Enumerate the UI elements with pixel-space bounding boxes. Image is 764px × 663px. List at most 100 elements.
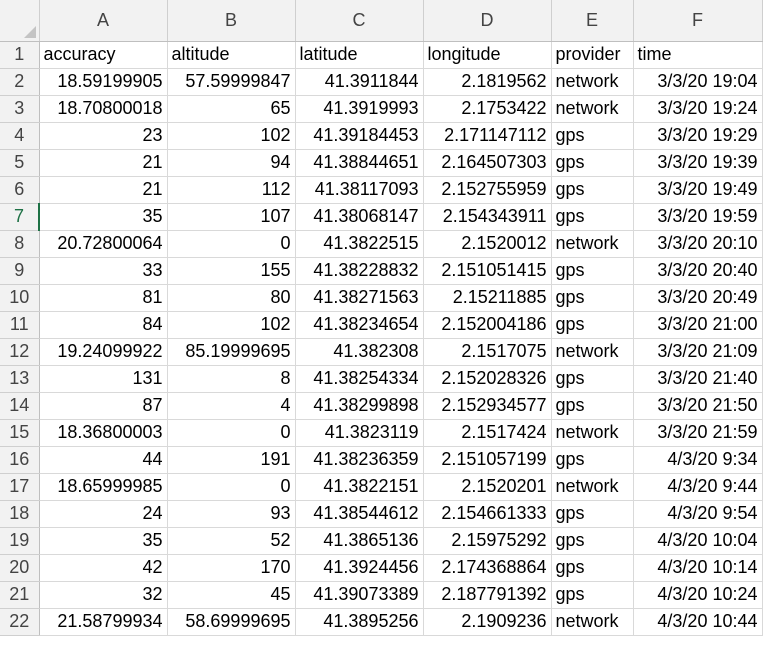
cell-f1[interactable]: time bbox=[633, 41, 763, 69]
cell-f8[interactable]: 3/3/20 20:10 bbox=[633, 230, 763, 258]
cell-a17[interactable]: 18.65999985 bbox=[39, 473, 168, 501]
cell-c2[interactable]: 41.3911844 bbox=[295, 68, 424, 96]
row-header-2[interactable]: 2 bbox=[0, 68, 40, 96]
cell-a1[interactable]: accuracy bbox=[39, 41, 168, 69]
cell-a22[interactable]: 21.58799934 bbox=[39, 608, 168, 636]
cell-d15[interactable]: 2.1517424 bbox=[423, 419, 552, 447]
select-all-corner[interactable] bbox=[0, 0, 40, 42]
cell-f11[interactable]: 3/3/20 21:00 bbox=[633, 311, 763, 339]
cell-f16[interactable]: 4/3/20 9:34 bbox=[633, 446, 763, 474]
cell-f9[interactable]: 3/3/20 20:40 bbox=[633, 257, 763, 285]
cell-d17[interactable]: 2.1520201 bbox=[423, 473, 552, 501]
cell-b13[interactable]: 8 bbox=[167, 365, 296, 393]
cell-b11[interactable]: 102 bbox=[167, 311, 296, 339]
cell-c5[interactable]: 41.38844651 bbox=[295, 149, 424, 177]
cell-a13[interactable]: 131 bbox=[39, 365, 168, 393]
cell-b1[interactable]: altitude bbox=[167, 41, 296, 69]
cell-f17[interactable]: 4/3/20 9:44 bbox=[633, 473, 763, 501]
cell-c6[interactable]: 41.38117093 bbox=[295, 176, 424, 204]
cell-a7[interactable]: 35 bbox=[39, 203, 168, 231]
row-header-15[interactable]: 15 bbox=[0, 419, 40, 447]
cell-e13[interactable]: gps bbox=[551, 365, 634, 393]
cell-a8[interactable]: 20.72800064 bbox=[39, 230, 168, 258]
cell-c7[interactable]: 41.38068147 bbox=[295, 203, 424, 231]
cell-f18[interactable]: 4/3/20 9:54 bbox=[633, 500, 763, 528]
cell-e7[interactable]: gps bbox=[551, 203, 634, 231]
cell-c19[interactable]: 41.3865136 bbox=[295, 527, 424, 555]
cell-a3[interactable]: 18.70800018 bbox=[39, 95, 168, 123]
column-header-c[interactable]: C bbox=[295, 0, 424, 42]
cell-c16[interactable]: 41.38236359 bbox=[295, 446, 424, 474]
cell-b16[interactable]: 191 bbox=[167, 446, 296, 474]
cell-d22[interactable]: 2.1909236 bbox=[423, 608, 552, 636]
cell-f5[interactable]: 3/3/20 19:39 bbox=[633, 149, 763, 177]
cell-a12[interactable]: 19.24099922 bbox=[39, 338, 168, 366]
cell-d19[interactable]: 2.15975292 bbox=[423, 527, 552, 555]
cell-a2[interactable]: 18.59199905 bbox=[39, 68, 168, 96]
cell-b8[interactable]: 0 bbox=[167, 230, 296, 258]
row-header-6[interactable]: 6 bbox=[0, 176, 40, 204]
cell-b17[interactable]: 0 bbox=[167, 473, 296, 501]
cell-e4[interactable]: gps bbox=[551, 122, 634, 150]
row-header-13[interactable]: 13 bbox=[0, 365, 40, 393]
cell-e12[interactable]: network bbox=[551, 338, 634, 366]
cell-a6[interactable]: 21 bbox=[39, 176, 168, 204]
cell-e5[interactable]: gps bbox=[551, 149, 634, 177]
cell-e15[interactable]: network bbox=[551, 419, 634, 447]
cell-d16[interactable]: 2.151057199 bbox=[423, 446, 552, 474]
cell-b12[interactable]: 85.19999695 bbox=[167, 338, 296, 366]
cell-a15[interactable]: 18.36800003 bbox=[39, 419, 168, 447]
cell-d1[interactable]: longitude bbox=[423, 41, 552, 69]
cell-c11[interactable]: 41.38234654 bbox=[295, 311, 424, 339]
row-header-21[interactable]: 21 bbox=[0, 581, 40, 609]
cell-d12[interactable]: 2.1517075 bbox=[423, 338, 552, 366]
cell-c4[interactable]: 41.39184453 bbox=[295, 122, 424, 150]
cell-c10[interactable]: 41.38271563 bbox=[295, 284, 424, 312]
cell-d20[interactable]: 2.174368864 bbox=[423, 554, 552, 582]
cell-d9[interactable]: 2.151051415 bbox=[423, 257, 552, 285]
row-header-10[interactable]: 10 bbox=[0, 284, 40, 312]
cell-f12[interactable]: 3/3/20 21:09 bbox=[633, 338, 763, 366]
cell-d6[interactable]: 2.152755959 bbox=[423, 176, 552, 204]
cell-a19[interactable]: 35 bbox=[39, 527, 168, 555]
cell-a9[interactable]: 33 bbox=[39, 257, 168, 285]
cell-a11[interactable]: 84 bbox=[39, 311, 168, 339]
cell-e8[interactable]: network bbox=[551, 230, 634, 258]
cell-c9[interactable]: 41.38228832 bbox=[295, 257, 424, 285]
cell-f3[interactable]: 3/3/20 19:24 bbox=[633, 95, 763, 123]
cell-d8[interactable]: 2.1520012 bbox=[423, 230, 552, 258]
cell-c8[interactable]: 41.3822515 bbox=[295, 230, 424, 258]
cell-e1[interactable]: provider bbox=[551, 41, 634, 69]
cell-d7[interactable]: 2.154343911 bbox=[423, 203, 552, 231]
cell-f10[interactable]: 3/3/20 20:49 bbox=[633, 284, 763, 312]
cell-b19[interactable]: 52 bbox=[167, 527, 296, 555]
cell-d4[interactable]: 2.171147112 bbox=[423, 122, 552, 150]
row-header-5[interactable]: 5 bbox=[0, 149, 40, 177]
row-header-1[interactable]: 1 bbox=[0, 41, 40, 69]
cell-c17[interactable]: 41.3822151 bbox=[295, 473, 424, 501]
cell-e17[interactable]: network bbox=[551, 473, 634, 501]
cell-e20[interactable]: gps bbox=[551, 554, 634, 582]
cell-e22[interactable]: network bbox=[551, 608, 634, 636]
cell-f14[interactable]: 3/3/20 21:50 bbox=[633, 392, 763, 420]
cell-e3[interactable]: network bbox=[551, 95, 634, 123]
row-header-8[interactable]: 8 bbox=[0, 230, 40, 258]
cell-d11[interactable]: 2.152004186 bbox=[423, 311, 552, 339]
cell-b10[interactable]: 80 bbox=[167, 284, 296, 312]
cell-e14[interactable]: gps bbox=[551, 392, 634, 420]
row-header-17[interactable]: 17 bbox=[0, 473, 40, 501]
cell-d2[interactable]: 2.1819562 bbox=[423, 68, 552, 96]
row-header-11[interactable]: 11 bbox=[0, 311, 40, 339]
column-header-f[interactable]: F bbox=[633, 0, 763, 42]
cell-e21[interactable]: gps bbox=[551, 581, 634, 609]
cell-c22[interactable]: 41.3895256 bbox=[295, 608, 424, 636]
row-header-14[interactable]: 14 bbox=[0, 392, 40, 420]
cell-a5[interactable]: 21 bbox=[39, 149, 168, 177]
cell-c1[interactable]: latitude bbox=[295, 41, 424, 69]
cell-b18[interactable]: 93 bbox=[167, 500, 296, 528]
cell-e18[interactable]: gps bbox=[551, 500, 634, 528]
cell-f20[interactable]: 4/3/20 10:14 bbox=[633, 554, 763, 582]
cell-a4[interactable]: 23 bbox=[39, 122, 168, 150]
cell-d13[interactable]: 2.152028326 bbox=[423, 365, 552, 393]
cell-c20[interactable]: 41.3924456 bbox=[295, 554, 424, 582]
